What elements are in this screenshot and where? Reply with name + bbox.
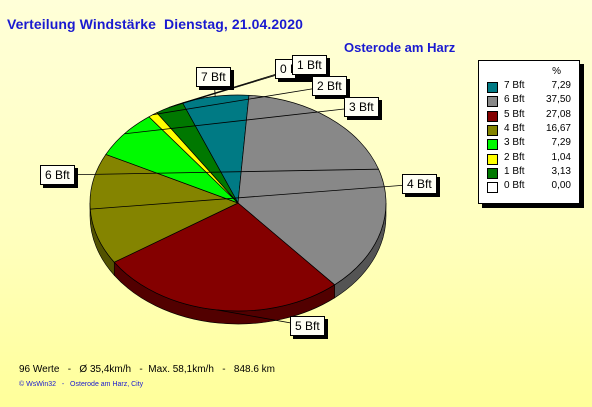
callout-label-2-bft: 2 Bft [312,76,347,96]
pie-slices [89,94,387,312]
legend-swatch [487,124,498,136]
legend-row: 3 Bft 7,29 [487,137,577,151]
legend-label: 4 Bft [504,122,525,134]
legend-row: 6 Bft 37,50 [487,94,577,108]
legend-swatch [487,139,498,151]
legend-row: 7 Bft 7,29 [487,80,577,93]
legend-value: 7,29 [551,80,571,91]
footer-stats: 96 Werte - Ø 35,4km/h - Max. 58,1km/h - … [19,364,276,375]
legend-value: 27,08 [545,108,571,120]
legend-row: 1 Bft 3,13 [487,166,577,179]
legend-label: 6 Bft [504,94,525,106]
footer-credit: © WsWin32 - Osterode am Harz, City [19,381,144,388]
callout-label-7-bft: 7 Bft [196,67,231,87]
legend-row: 2 Bft 1,04 [487,152,577,165]
station-name: Osterode am Harz [344,40,456,55]
chart-title: Verteilung Windstärke Dienstag, 21.04.20… [7,16,303,32]
legend-unit-header: % [552,66,561,77]
pie-slice-4-bft [89,153,239,263]
callout-label-1-bft: 1 Bft [292,55,327,75]
legend-value: 0,00 [551,180,571,192]
callout-line-3 [90,183,421,210]
legend-value: 16,67 [545,122,571,134]
legend-label: 0 Bft [504,180,525,192]
callout-line-4 [124,106,363,135]
legend-row: 4 Bft 16,67 [487,123,577,136]
legend-label: 3 Bft [504,137,525,149]
legend-swatch [487,182,498,194]
callout-line-5 [152,85,331,116]
legend-row: 5 Bft 27,08 [487,109,577,122]
callout-label-4-bft: 4 Bft [402,174,437,194]
legend-swatch [487,96,498,108]
legend-label: 2 Bft [504,151,525,163]
legend-swatch [487,153,498,165]
callout-label-3-bft: 3 Bft [344,97,379,117]
legend: % 7 Bft 7,29 6 Bft 37,50 5 Bft 27,08 4 Bft 16,6… [478,60,580,204]
legend-value: 1,04 [551,151,571,163]
legend-swatch [487,82,498,93]
legend-label: 7 Bft [504,80,525,91]
callout-label-5-bft: 5 Bft [290,316,325,336]
callout-line-1 [57,168,379,176]
legend-row: 0 Bft 0,00 [487,180,577,194]
pie-side-walls [89,202,387,325]
legend-label: 5 Bft [504,108,525,120]
legend-value: 37,50 [545,94,571,106]
callout-label-6-bft: 6 Bft [40,165,75,185]
callout-line-7 [182,68,294,104]
legend-swatch [487,167,498,179]
legend-value: 3,13 [551,165,571,177]
legend-value: 7,29 [551,137,571,149]
legend-label: 1 Bft [504,165,525,177]
legend-swatch [487,110,498,122]
